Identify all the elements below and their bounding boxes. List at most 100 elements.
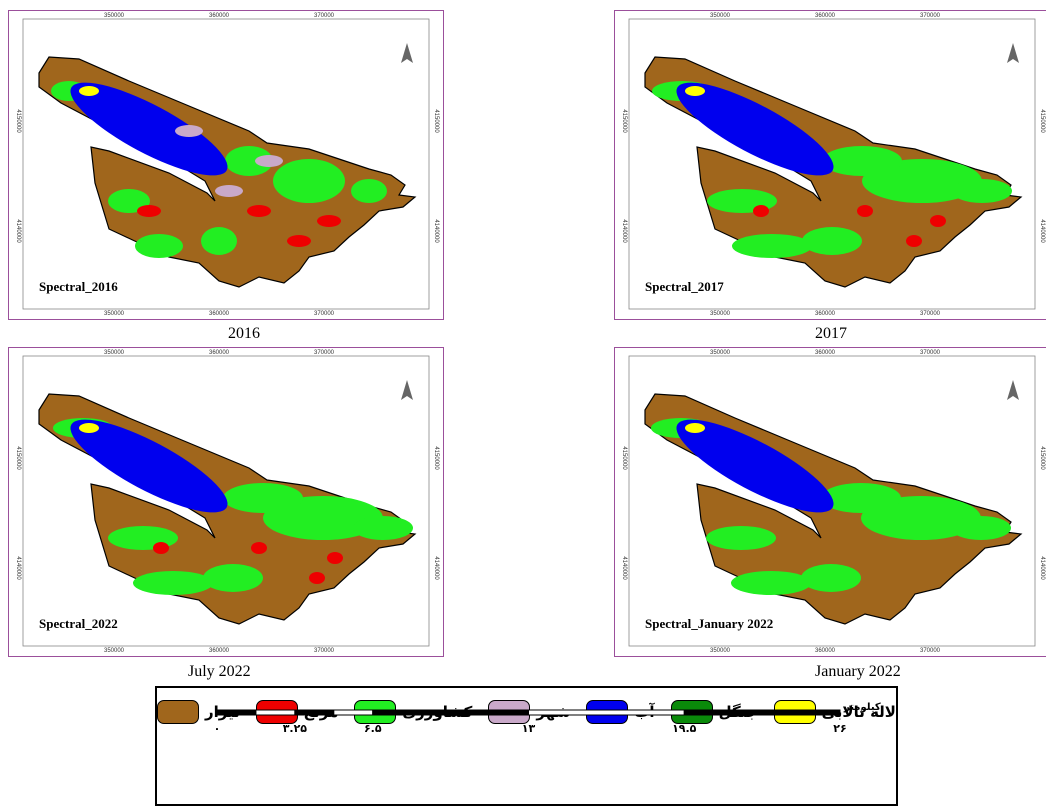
scale-unit: کیلومتر [843,702,881,713]
scale-label: ۶.۵ [364,722,382,735]
top-tick-label: 370000 [920,350,941,356]
scale-segment [295,710,334,715]
rangeland [327,552,343,564]
top-tick-label: 360000 [815,350,836,356]
agriculture [952,179,1012,203]
agriculture [135,234,183,258]
panel-label: Spectral_2016 [39,279,118,294]
agriculture [273,159,345,203]
top-tick-label: 350000 [104,350,125,356]
bottom-tick-label: 360000 [815,648,836,654]
scale-segment [334,710,373,715]
agriculture [706,526,776,550]
map: 3500003500003600003600003700003700004150… [615,11,1046,318]
side-tick-label: 4150000 [1039,109,1045,133]
rangeland [287,235,311,247]
side-tick-label: 4140000 [433,219,439,243]
agriculture [223,483,303,513]
top-tick-label: 370000 [314,350,335,356]
urban [175,125,203,137]
land-cover [39,57,415,287]
urban [255,155,283,167]
map-panel: 350000 350000 360000 360000 370000 370000 4150… [8,347,444,657]
agriculture [351,179,387,203]
rangeland [857,205,873,217]
agriculture [802,227,862,255]
wetland [79,86,99,96]
wetland [79,423,99,433]
map: 350000 350000 360000 360000 370000 370000 4150… [9,348,442,655]
agriculture [353,516,413,540]
urban [215,185,243,197]
scale-segment [217,710,256,715]
rangeland [137,205,161,217]
scale-segment [256,710,295,715]
agriculture [201,227,237,255]
bottom-tick-label: 360000 [815,311,836,317]
rangeland [906,235,922,247]
side-tick-label: 4150000 [433,109,439,133]
top-tick-label: 350000 [104,13,125,19]
top-tick-label: 350000 [710,350,731,356]
agriculture [821,483,901,513]
side-tick-label: 4140000 [433,556,439,580]
agriculture [731,571,811,595]
rangeland [753,205,769,217]
top-tick-label: 370000 [314,13,335,19]
agriculture [732,234,812,258]
side-tick-label: 4140000 [15,219,21,243]
land-cover [645,394,1021,624]
top-tick-label: 370000 [920,13,941,19]
agriculture [133,571,213,595]
caption: 2016 [228,325,260,343]
land-cover [645,57,1021,287]
caption: January 2022 [815,663,901,681]
agriculture [822,146,902,176]
side-tick-label: 4150000 [621,446,627,470]
side-tick-label: 4140000 [621,219,627,243]
north-arrow [401,43,413,63]
bottom-tick-label: 370000 [920,648,941,654]
side-tick-label: 4150000 [621,109,627,133]
bottom-tick-label: 370000 [314,311,335,317]
scale-segment [373,710,529,715]
land-cover [39,394,415,624]
wetland [685,423,705,433]
rangeland [247,205,271,217]
panel-label: Spectral_2022 [39,616,118,631]
agriculture [801,564,861,592]
map: 3500003500003600003600003700003700004150… [9,11,442,318]
north-arrow [401,380,413,400]
agriculture [203,564,263,592]
scale-bar: ۰۳.۲۵۶.۵۱۳۱۹.۵۲۶کیلومتر [157,688,896,804]
bottom-tick-label: 350000 [710,648,731,654]
scale-label: ۰ [214,722,221,735]
bottom-tick-label: 360000 [209,311,230,317]
top-tick-label: 350000 [710,13,731,19]
top-tick-label: 360000 [209,13,230,19]
bottom-tick-label: 350000 [104,648,125,654]
caption: July 2022 [188,663,251,681]
side-tick-label: 4150000 [1039,446,1045,470]
wetland [685,86,705,96]
side-tick-label: 4140000 [1039,556,1045,580]
side-tick-label: 4140000 [1039,219,1045,243]
panel-label: Spectral_2017 [645,279,724,294]
page: { "panels": [ {"label": "Spectral_2016",… [0,0,1046,806]
bottom-tick-label: 360000 [209,648,230,654]
scale-label: ۲۶ [833,722,846,735]
top-tick-label: 360000 [209,350,230,356]
legend: لاله تالابیجنگلآبشهرکشاورزیمرتعنیزار ۰۳.… [155,686,898,806]
map: 350000 350000 360000 360000 370000 370000 4150… [615,348,1046,655]
rangeland [153,542,169,554]
caption: 2017 [815,325,847,343]
side-tick-label: 4150000 [15,446,21,470]
rangeland [251,542,267,554]
bottom-tick-label: 370000 [920,311,941,317]
scale-segment [684,710,840,715]
side-tick-label: 4150000 [15,109,21,133]
rangeland [930,215,946,227]
bottom-tick-label: 370000 [314,648,335,654]
